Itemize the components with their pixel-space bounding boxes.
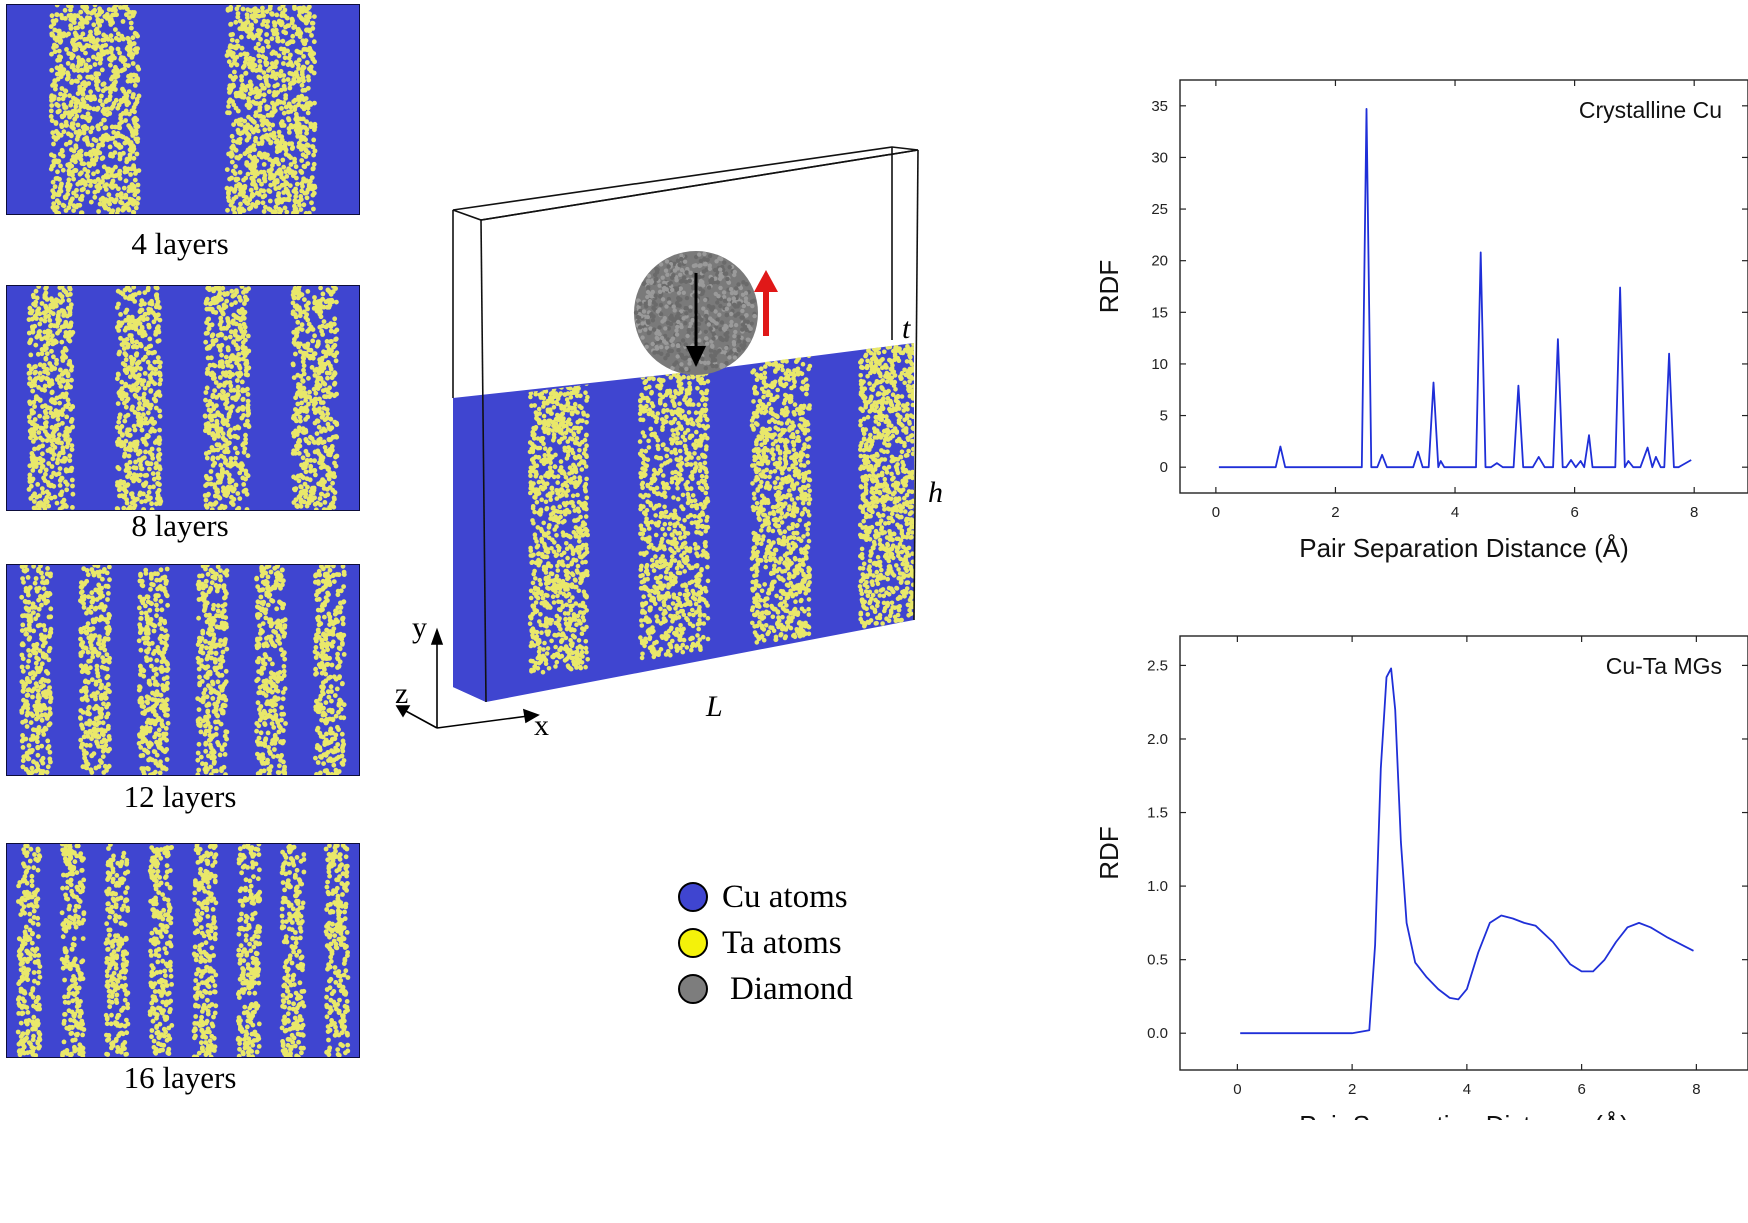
ta-stripe <box>224 5 318 214</box>
ta-stripe <box>857 343 914 629</box>
ta-stripe <box>312 565 347 775</box>
panel-12-layers <box>6 564 360 776</box>
ta-stripe <box>78 565 112 775</box>
ta-stripe <box>19 565 54 775</box>
x-tick-label: 6 <box>1570 504 1578 521</box>
panel-caption: 4 layers <box>131 226 229 261</box>
simulation-schematic: t h L y x z <box>395 146 943 742</box>
y-axis-label: RDF <box>1094 826 1124 879</box>
ta-stripe <box>323 844 351 1057</box>
legend-label: Diamond <box>730 970 853 1007</box>
axis-label-z: z <box>395 677 408 710</box>
ta-stripe <box>191 844 219 1057</box>
panel-16-layers <box>6 843 360 1058</box>
panel-4-layers <box>6 4 360 215</box>
x-tick-label: 4 <box>1451 504 1459 521</box>
retract-arrow-icon <box>754 270 778 336</box>
ta-stripe <box>15 844 43 1057</box>
y-tick-label: 0 <box>1160 459 1168 476</box>
x-tick-label: 2 <box>1331 504 1339 521</box>
y-tick-label: 2.5 <box>1147 657 1168 674</box>
ta-stripe <box>290 286 340 510</box>
y-tick-label: 35 <box>1151 98 1168 115</box>
cu-region <box>7 844 359 1057</box>
stripe-image-16 <box>7 844 359 1057</box>
simulation-box <box>452 146 919 703</box>
ta-stripe <box>254 565 288 775</box>
y-tick-label: 0.0 <box>1147 1025 1168 1042</box>
panel-caption: 8 layers <box>131 508 229 543</box>
y-tick-label: 1.0 <box>1147 878 1168 895</box>
rdf-chart-crystalline: 0 2 4 6 8 0 5 10 15 20 25 30 35 Crystalline Cu Pair Se… <box>1094 79 1748 563</box>
panel-caption: 12 layers <box>123 779 237 814</box>
x-tick-label: 4 <box>1463 1081 1471 1098</box>
legend-label: Ta atoms <box>722 924 842 961</box>
ta-stripe <box>235 844 263 1057</box>
panel-8-layers <box>6 285 360 511</box>
ta-stripe <box>202 286 252 510</box>
diamond-atom-icon <box>678 974 708 1004</box>
ta-stripe <box>279 844 307 1057</box>
ta-stripe <box>114 286 164 510</box>
y-tick-label: 0.5 <box>1147 952 1168 969</box>
label-h: h <box>928 476 943 509</box>
ta-stripe <box>527 381 590 675</box>
rdf-series-line <box>1240 667 1694 1035</box>
ta-stripe <box>637 367 711 661</box>
x-axis-label: Pair Separation Distance (Å) <box>1299 1110 1628 1120</box>
y-tick-label: 5 <box>1160 408 1168 425</box>
legend-item-ta: Ta atoms <box>678 923 842 963</box>
rdf-series-line <box>1218 108 1692 469</box>
label-L: L <box>705 690 723 723</box>
ta-stripe <box>749 353 813 645</box>
legend-item-cu: Cu atoms <box>678 877 848 917</box>
axes-triad <box>395 627 540 729</box>
rdf-chart-metallic-glass: 0 2 4 6 8 0.0 0.5 1.0 1.5 2.0 2.5 Cu-Ta MGs Pair Sep… <box>1094 635 1748 1120</box>
label-t: t <box>902 312 911 345</box>
x-tick-label: 0 <box>1233 1081 1241 1098</box>
y-tick-label: 10 <box>1151 356 1168 373</box>
y-tick-label: 15 <box>1151 304 1168 321</box>
x-tick-label: 2 <box>1348 1081 1356 1098</box>
indent-arrow-icon <box>686 273 706 367</box>
ta-stripe <box>195 565 230 775</box>
x-tick-label: 8 <box>1692 1081 1700 1098</box>
chart-title: Crystalline Cu <box>1579 97 1722 123</box>
ta-stripe <box>26 286 76 510</box>
y-axis-label: RDF <box>1094 260 1124 313</box>
y-tick-label: 20 <box>1151 253 1168 270</box>
y-tick-label: 2.0 <box>1147 731 1168 748</box>
stripe-image-4 <box>7 5 359 214</box>
ta-stripe <box>59 844 87 1057</box>
legend-label: Cu atoms <box>722 878 848 915</box>
legend-item-diamond: Diamond <box>678 969 853 1009</box>
x-tick-label: 6 <box>1577 1081 1585 1098</box>
cu-region <box>7 565 359 775</box>
axis-label-x: x <box>534 709 549 742</box>
plot-frame <box>1179 79 1748 494</box>
cu-atom-icon <box>678 882 708 912</box>
ta-stripe <box>136 566 171 775</box>
ta-atom-icon <box>678 928 708 958</box>
y-tick-label: 25 <box>1151 201 1168 218</box>
x-tick-label: 8 <box>1690 504 1698 521</box>
axis-label-y: y <box>412 611 427 644</box>
y-tick-label: 30 <box>1151 149 1168 166</box>
y-tick-label: 1.5 <box>1147 805 1168 822</box>
ta-stripe <box>147 845 175 1056</box>
x-tick-label: 0 <box>1212 504 1220 521</box>
panel-caption: 16 layers <box>123 1060 237 1095</box>
ta-stripe <box>103 844 131 1057</box>
chart-title: Cu-Ta MGs <box>1606 653 1722 679</box>
x-axis-label: Pair Separation Distance (Å) <box>1299 533 1628 563</box>
stripe-image-12 <box>7 565 359 775</box>
stripe-image-8 <box>7 286 359 510</box>
plot-frame <box>1179 635 1748 1071</box>
ta-stripe <box>48 5 142 214</box>
